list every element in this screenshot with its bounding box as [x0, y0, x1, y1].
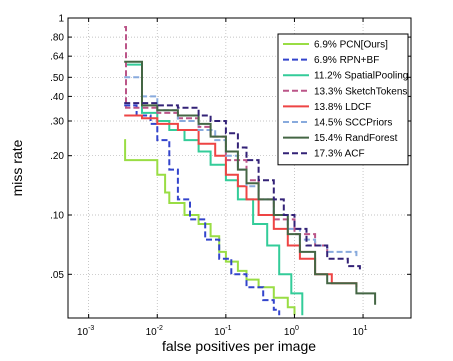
legend-label-4: 13.8% LDCF [314, 102, 371, 113]
x-tick-exponent: 0 [295, 325, 299, 332]
legend: 6.9% PCN[Ours] 6.9% RPN+BF 11.2% SpatialPo… [277, 33, 409, 166]
legend-label-7: 17.3% ACF [314, 149, 365, 160]
x-tick-label: 100 [284, 325, 299, 338]
y-tick-label: .20 [50, 151, 64, 162]
tick-labels: 10-3 10-2 10-1 100 1011.80.64.50.40.30.20.10… [50, 14, 368, 339]
y-tick-label: .40 [50, 92, 64, 103]
y-tick-label: .80 [50, 33, 64, 44]
series-line-7 [124, 102, 361, 271]
y-axis-title: miss rate [9, 139, 25, 196]
series-line-6 [124, 60, 377, 305]
plot-frame [67, 17, 412, 319]
legend-label-5: 14.5% SCCPriors [314, 118, 392, 129]
x-tick-base: 10 [284, 327, 296, 338]
x-tick-exponent: -2 [157, 325, 163, 332]
x-tick-label: 10-1 [214, 325, 231, 338]
y-tick-label: .50 [50, 73, 64, 84]
x-tick-label: 10-3 [77, 325, 94, 338]
x-tick-base: 10 [353, 327, 365, 338]
series-layer [124, 26, 377, 316]
series-line-2 [126, 63, 304, 316]
legend-label-3: 13.3% SketchTokens [314, 86, 407, 97]
x-tick-base: 10 [214, 327, 226, 338]
axis-ticks [68, 17, 411, 318]
series-line-0 [124, 139, 296, 316]
legend-label-6: 15.4% RandForest [314, 133, 398, 144]
x-tick-base: 10 [77, 327, 89, 338]
x-tick-label: 101 [353, 325, 368, 338]
y-tick-label: .64 [50, 52, 64, 63]
y-tick-label: .05 [50, 270, 64, 281]
x-tick-exponent: -1 [225, 325, 231, 332]
x-tick-exponent: -3 [88, 325, 94, 332]
x-tick-base: 10 [146, 327, 158, 338]
series-line-1 [124, 104, 281, 316]
x-tick-exponent: 1 [364, 325, 368, 332]
y-tick-label: 1 [58, 14, 64, 25]
y-tick-label: .10 [50, 210, 64, 221]
legend-label-2: 11.2% SpatialPooling [314, 71, 408, 82]
y-tick-label: .30 [50, 117, 64, 128]
legend-label-0: 6.9% PCN[Ours] [314, 40, 388, 51]
legend-box [277, 33, 409, 166]
x-tick-label: 10-2 [146, 325, 163, 338]
x-axis-title: false positives per image [162, 338, 316, 354]
legend-label-1: 6.9% RPN+BF [314, 55, 379, 66]
